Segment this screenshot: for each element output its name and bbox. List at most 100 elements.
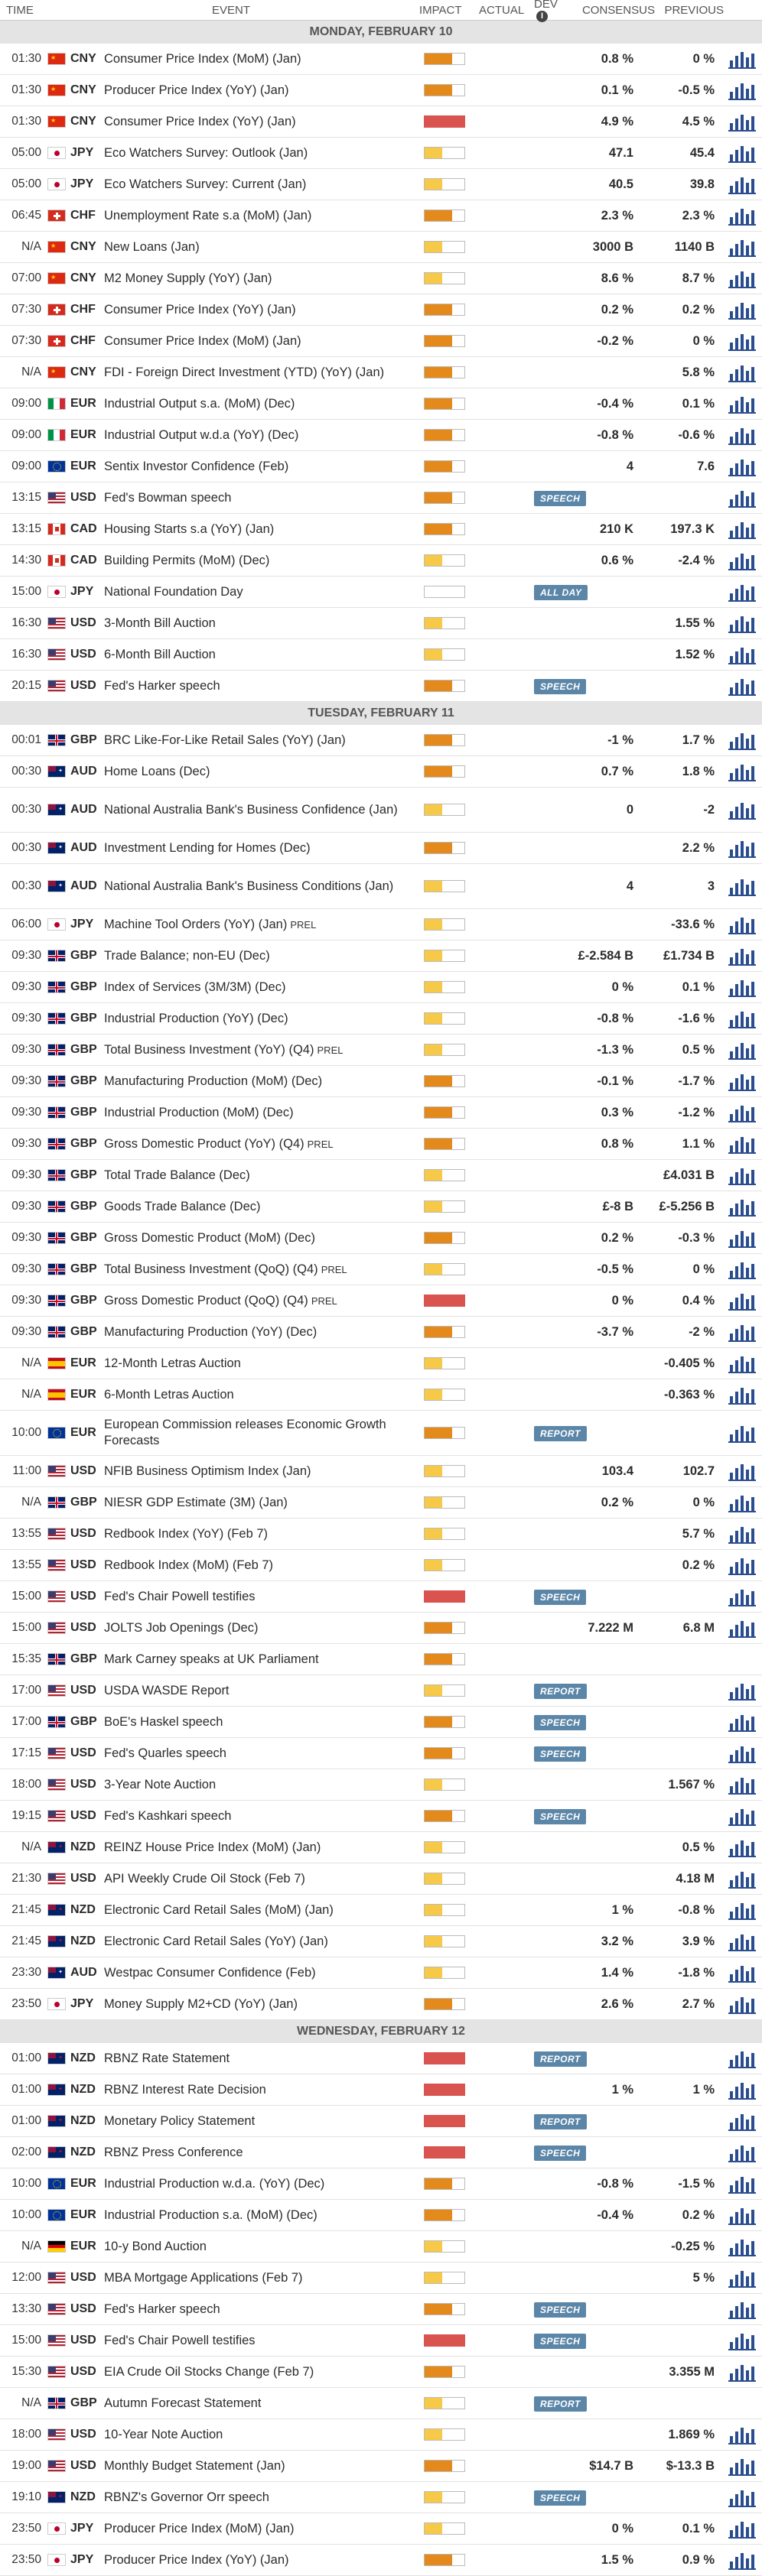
chart-button[interactable]	[718, 645, 762, 664]
event-row[interactable]: 21:30 USD API Weekly Crude Oil Stock (Feb …	[0, 1863, 762, 1895]
chart-button[interactable]	[718, 914, 762, 934]
event-title[interactable]: Manufacturing Production (MoM) (Dec)	[101, 1074, 415, 1090]
chart-button[interactable]	[718, 1587, 762, 1606]
event-row[interactable]: 00:30 ✦ AUD National Australia Bank's Busin…	[0, 788, 762, 833]
event-row[interactable]: 05:00 JPY Eco Watchers Survey: Current (Ja…	[0, 169, 762, 200]
chart-button[interactable]	[718, 551, 762, 570]
chart-button[interactable]	[718, 206, 762, 226]
event-row[interactable]: 09:30 GBP Trade Balance; non-EU (Dec) £-2.5…	[0, 940, 762, 972]
event-row[interactable]: 11:00 USD NFIB Business Optimism Index (Ja…	[0, 1456, 762, 1487]
chart-button[interactable]	[718, 838, 762, 858]
event-title[interactable]: Money Supply M2+CD (YoY) (Jan)	[101, 1996, 415, 2012]
chart-button[interactable]	[718, 2080, 762, 2100]
event-row[interactable]: 21:45 ✦ NZD Electronic Card Retail Sales (M…	[0, 1895, 762, 1926]
event-title[interactable]: Machine Tool Orders (YoY) (Jan) PREL	[101, 917, 415, 933]
chart-button[interactable]	[718, 2142, 762, 2162]
chart-button[interactable]	[718, 2331, 762, 2350]
event-row[interactable]: 06:45 CHF Unemployment Rate s.a (MoM) (Jan…	[0, 200, 762, 232]
chart-button[interactable]	[718, 2174, 762, 2194]
event-title[interactable]: FDI - Foreign Direct Investment (YTD) (Y…	[101, 365, 415, 381]
event-title[interactable]: 12-Month Letras Auction	[101, 1356, 415, 1372]
event-title[interactable]: Gross Domestic Product (QoQ) (Q4) PREL	[101, 1293, 415, 1309]
event-row[interactable]: N/A GBP NIESR GDP Estimate (3M) (Jan) 0.2 %…	[0, 1487, 762, 1519]
event-title[interactable]: Gross Domestic Product (MoM) (Dec)	[101, 1230, 415, 1246]
event-title[interactable]: JOLTS Job Openings (Dec)	[101, 1620, 415, 1636]
event-row[interactable]: 00:01 GBP BRC Like-For-Like Retail Sales (…	[0, 725, 762, 756]
event-row[interactable]: 01:00 ✦ NZD Monetary Policy Statement REPORT	[0, 2106, 762, 2137]
info-icon[interactable]: i	[536, 11, 548, 22]
event-row[interactable]: 09:30 GBP Goods Trade Balance (Dec) £-8 B £-…	[0, 1191, 762, 1223]
chart-button[interactable]	[718, 1134, 762, 1154]
chart-button[interactable]	[718, 1493, 762, 1512]
event-title[interactable]: BoE's Haskel speech	[101, 1714, 415, 1730]
event-row[interactable]: 13:30 USD Fed's Harker speech SPEECH	[0, 2294, 762, 2325]
event-title[interactable]: Investment Lending for Homes (Dec)	[101, 840, 415, 856]
event-row[interactable]: 17:15 USD Fed's Quarles speech SPEECH	[0, 1738, 762, 1769]
event-row[interactable]: N/A EUR 10-y Bond Auction -0.25 %	[0, 2231, 762, 2263]
event-row[interactable]: 09:30 GBP Total Trade Balance (Dec) £4.031 …	[0, 1160, 762, 1191]
event-row[interactable]: 13:55 USD Redbook Index (YoY) (Feb 7) 5.7 %	[0, 1519, 762, 1550]
event-title[interactable]: API Weekly Crude Oil Stock (Feb 7)	[101, 1871, 415, 1887]
event-title[interactable]: RBNZ Interest Rate Decision	[101, 2082, 415, 2098]
chart-button[interactable]	[718, 1009, 762, 1028]
chart-button[interactable]	[718, 762, 762, 781]
chart-button[interactable]	[718, 268, 762, 288]
event-row[interactable]: 10:00 EUR Industrial Production s.a. (MoM)…	[0, 2200, 762, 2231]
event-title[interactable]: Producer Price Index (YoY) (Jan)	[101, 2552, 415, 2568]
event-title[interactable]: Fed's Chair Powell testifies	[101, 1589, 415, 1605]
event-title[interactable]: Sentix Investor Confidence (Feb)	[101, 459, 415, 475]
event-row[interactable]: 23:50 JPY Producer Price Index (MoM) (Jan)…	[0, 2513, 762, 2545]
event-title[interactable]: RBNZ Press Conference	[101, 2145, 415, 2161]
event-title[interactable]: Westpac Consumer Confidence (Feb)	[101, 1965, 415, 1981]
event-title[interactable]: Eco Watchers Survey: Outlook (Jan)	[101, 145, 415, 161]
event-row[interactable]: 23:50 JPY Money Supply M2+CD (YoY) (Jan) 2.…	[0, 1989, 762, 2020]
event-row[interactable]: 01:00 ✦ NZD RBNZ Interest Rate Decision 1 % 1…	[0, 2074, 762, 2106]
event-row[interactable]: 09:30 GBP Gross Domestic Product (YoY) (Q4…	[0, 1129, 762, 1160]
chart-button[interactable]	[718, 2362, 762, 2382]
event-title[interactable]: Index of Services (3M/3M) (Dec)	[101, 979, 415, 996]
event-title[interactable]: Total Business Investment (QoQ) (Q4) PREL	[101, 1262, 415, 1278]
event-title[interactable]: Consumer Price Index (YoY) (Jan)	[101, 114, 415, 130]
event-row[interactable]: 07:00 ★ CNY M2 Money Supply (YoY) (Jan) 8.6 …	[0, 263, 762, 294]
event-row[interactable]: 13:55 USD Redbook Index (MoM) (Feb 7) 0.2 %	[0, 1550, 762, 1581]
chart-button[interactable]	[718, 1963, 762, 1983]
chart-button[interactable]	[718, 1259, 762, 1279]
chart-button[interactable]	[718, 1712, 762, 1732]
event-title[interactable]: Industrial Production w.d.a. (YoY) (Dec)	[101, 2176, 415, 2192]
chart-button[interactable]	[718, 1165, 762, 1185]
event-row[interactable]: 23:30 ✦ AUD Westpac Consumer Confidence (Fe…	[0, 1957, 762, 1989]
event-row[interactable]: 02:00 ✦ NZD RBNZ Press Conference SPEECH	[0, 2137, 762, 2168]
event-title[interactable]: European Commission releases Economic Gr…	[101, 1417, 415, 1449]
chart-button[interactable]	[718, 112, 762, 132]
chart-button[interactable]	[718, 1322, 762, 1342]
event-row[interactable]: 00:30 ✦ AUD National Australia Bank's Busin…	[0, 864, 762, 909]
event-row[interactable]: 15:00 USD Fed's Chair Powell testifies SPEE…	[0, 1581, 762, 1613]
chart-button[interactable]	[718, 1228, 762, 1248]
event-row[interactable]: 07:30 CHF Consumer Price Index (MoM) (Jan)…	[0, 326, 762, 357]
chart-button[interactable]	[718, 1869, 762, 1889]
event-title[interactable]: M2 Money Supply (YoY) (Jan)	[101, 271, 415, 287]
event-row[interactable]: 09:30 GBP Gross Domestic Product (MoM) (De…	[0, 1223, 762, 1254]
event-title[interactable]: Consumer Price Index (YoY) (Jan)	[101, 302, 415, 318]
chart-button[interactable]	[718, 582, 762, 602]
event-row[interactable]: 01:30 ★ CNY Consumer Price Index (YoY) (Jan…	[0, 106, 762, 138]
chart-button[interactable]	[718, 876, 762, 896]
chart-button[interactable]	[718, 730, 762, 750]
event-row[interactable]: 15:35 GBP Mark Carney speaks at UK Parliam…	[0, 1644, 762, 1675]
event-row[interactable]: 01:30 ★ CNY Consumer Price Index (MoM) (Jan…	[0, 44, 762, 75]
chart-button[interactable]	[718, 394, 762, 414]
event-row[interactable]: 14:30 CAD Building Permits (MoM) (Dec) 0.6 …	[0, 545, 762, 577]
event-row[interactable]: 09:30 GBP Total Business Investment (YoY) …	[0, 1035, 762, 1066]
chart-button[interactable]	[718, 1806, 762, 1826]
chart-button[interactable]	[718, 2048, 762, 2068]
chart-button[interactable]	[718, 1423, 762, 1443]
event-title[interactable]: 6-Month Letras Auction	[101, 1387, 415, 1403]
event-row[interactable]: N/A ★ CNY New Loans (Jan) 3000 B 1140 B	[0, 232, 762, 263]
event-row[interactable]: 09:30 GBP Manufacturing Production (MoM) (…	[0, 1066, 762, 1097]
event-title[interactable]: Mark Carney speaks at UK Parliament	[101, 1652, 415, 1668]
event-row[interactable]: 09:30 GBP Index of Services (3M/3M) (Dec) 0…	[0, 972, 762, 1003]
event-row[interactable]: 19:10 ✦ NZD RBNZ's Governor Orr speech SPEEC…	[0, 2482, 762, 2513]
event-title[interactable]: Electronic Card Retail Sales (MoM) (Jan)	[101, 1902, 415, 1918]
chart-button[interactable]	[718, 488, 762, 508]
event-row[interactable]: 10:00 EUR European Commission releases Eco…	[0, 1411, 762, 1456]
